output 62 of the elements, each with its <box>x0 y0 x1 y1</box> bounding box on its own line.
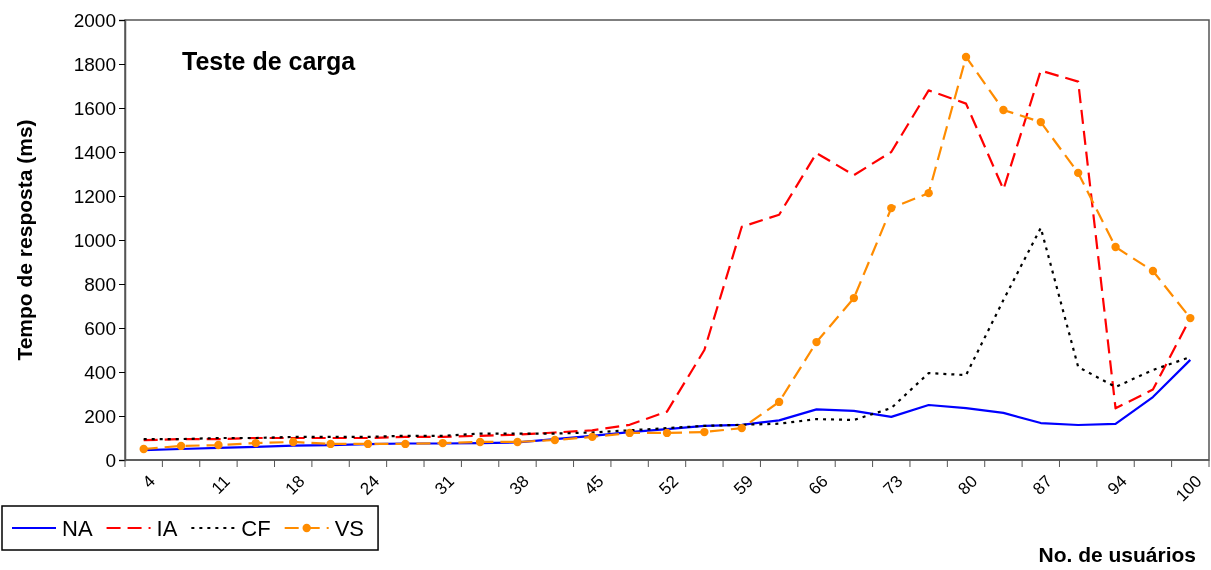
x-tick-label: 94 <box>1103 471 1131 499</box>
y-tick-label: 1800 <box>73 53 116 75</box>
x-axis-title: No. de usuários <box>1038 543 1196 566</box>
point <box>999 105 1008 115</box>
point <box>700 427 709 437</box>
point <box>1111 242 1120 252</box>
y-tick-label: 800 <box>84 273 116 295</box>
y-tick-label: 1200 <box>73 185 116 207</box>
point <box>513 437 522 447</box>
x-tick-label: 80 <box>954 471 982 499</box>
x-tick-label: 52 <box>655 471 683 499</box>
x-tick-label: 66 <box>804 471 832 499</box>
x-tick-label: 87 <box>1029 471 1057 499</box>
y-tick-label: 2000 <box>73 9 116 31</box>
point <box>1036 117 1045 127</box>
point <box>326 439 335 449</box>
point <box>662 428 672 438</box>
x-tick-label: 11 <box>207 471 234 498</box>
x-tick-label: 24 <box>356 471 384 499</box>
point <box>961 52 971 62</box>
legend-label: VS <box>334 516 365 541</box>
point <box>1073 168 1083 178</box>
legend-label: IA <box>156 516 178 541</box>
x-tick-label: 59 <box>730 471 757 499</box>
point <box>774 397 784 407</box>
point <box>401 439 410 449</box>
point <box>438 438 447 448</box>
legend-label: NA <box>62 516 93 541</box>
y-tick-label: 400 <box>84 361 116 383</box>
point <box>625 428 634 438</box>
point <box>1186 313 1195 323</box>
text: Teste de carga <box>182 47 357 75</box>
point <box>289 437 298 447</box>
legend-label: CF <box>241 516 271 541</box>
y-tick-label: 1600 <box>73 97 116 119</box>
y-tick-label: 600 <box>84 317 116 339</box>
point <box>887 203 896 213</box>
y-tick-label: 0 <box>105 449 116 471</box>
point <box>737 423 746 433</box>
x-tick-label: 4 <box>138 471 159 492</box>
x-tick-label: 73 <box>879 471 907 499</box>
y-tick-label: 1000 <box>73 229 116 251</box>
point <box>176 441 186 451</box>
point <box>1148 266 1158 276</box>
x-tick-label: 31 <box>431 471 458 499</box>
y-tick-label: 1400 <box>73 141 116 163</box>
point <box>214 440 223 450</box>
y-tick-label: 200 <box>84 405 116 427</box>
point <box>139 444 148 454</box>
y-axis-title: Tempo de resposta (ms) <box>13 119 36 361</box>
point <box>924 188 933 198</box>
x-tick-label: 45 <box>580 471 608 499</box>
x-tick-label: 18 <box>281 471 309 499</box>
point <box>363 439 373 449</box>
x-tick-label: 100 <box>1172 471 1206 506</box>
point <box>550 435 560 445</box>
point <box>588 432 597 442</box>
point <box>251 438 261 448</box>
point <box>849 293 859 303</box>
point <box>475 437 485 447</box>
x-tick-label: 38 <box>505 471 533 499</box>
point <box>812 337 821 347</box>
